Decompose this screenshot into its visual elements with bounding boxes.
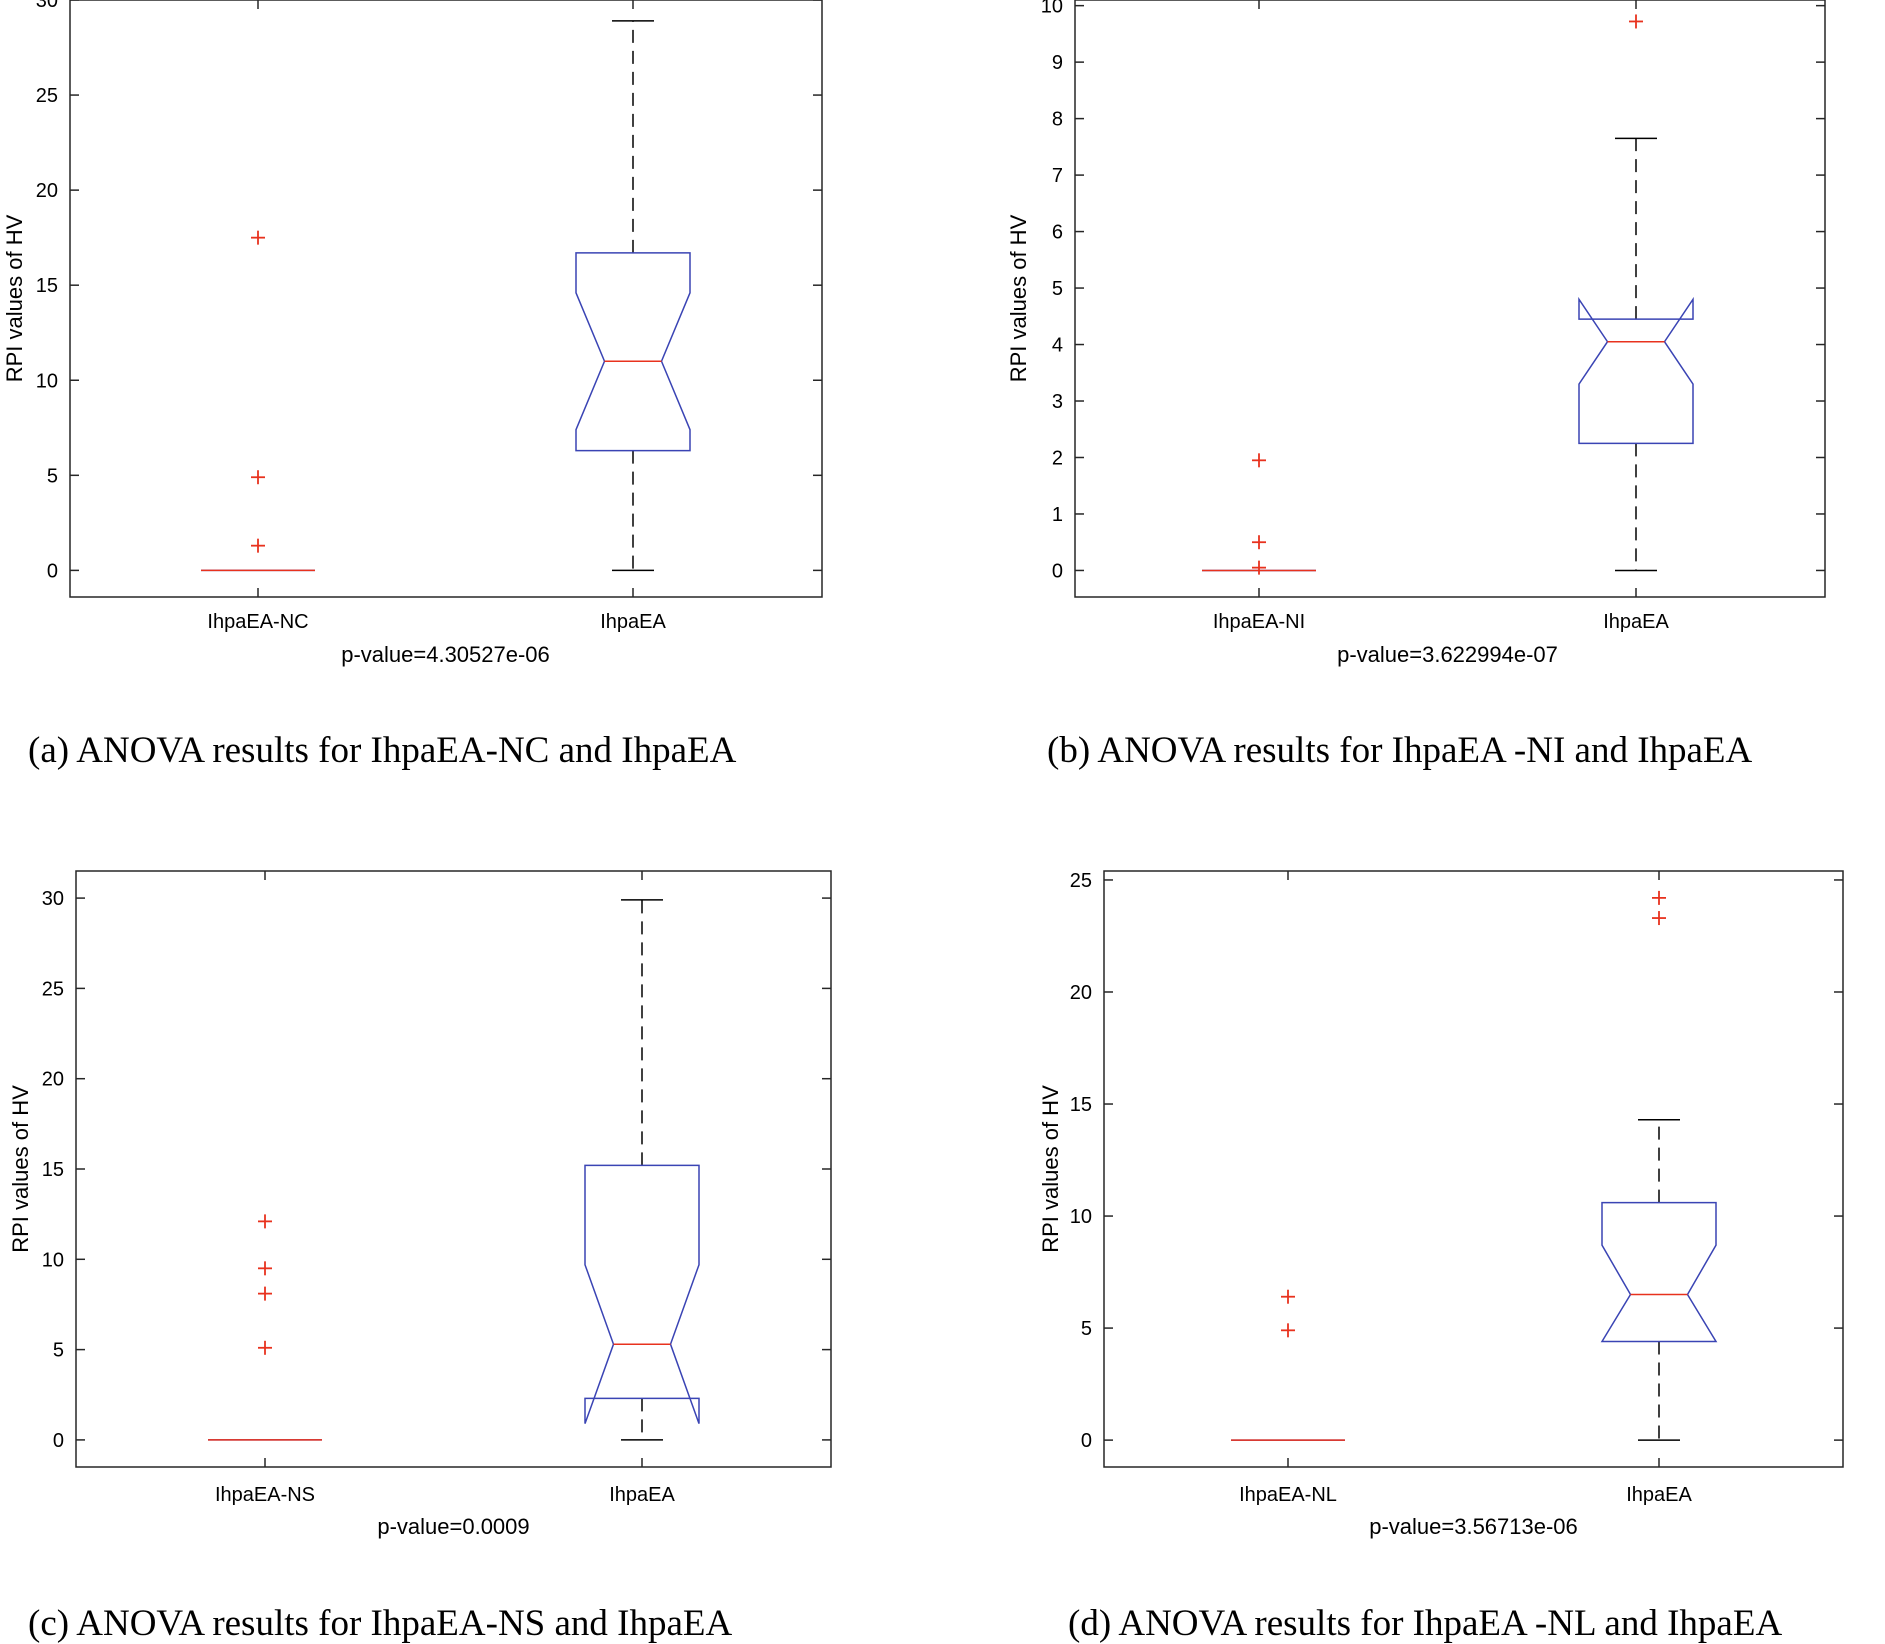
y-tick-label: 25 [36,85,58,107]
outlier-marker [251,538,265,553]
p-value-label: p-value=3.56713e-06 [1369,1514,1578,1539]
box-ihpaea-nc [201,230,315,572]
p-value-label: p-value=3.622994e-07 [1337,642,1558,667]
y-tick-label: 25 [42,978,64,1000]
box-outline [1600,1201,1718,1343]
box-outline [584,1164,700,1424]
x-tick-label: IhpaEA [600,611,666,633]
y-tick-label: 15 [1070,1094,1092,1116]
panel-c: 0 5 10 15 20 25 30 IhpaEA-NS IhpaEA RPI values of… [8,870,832,1644]
y-tick-label: 7 [1052,165,1063,187]
outlier-marker [1281,1289,1295,1304]
y-tick-label: 0 [1052,560,1063,582]
x-tick-label: IhpaEA-NL [1239,1484,1337,1506]
box-ihpaea-ni [1202,453,1316,575]
y-tick-label: 0 [1081,1430,1092,1452]
outlier-marker [1252,453,1266,468]
y-tick-label: 5 [1052,278,1063,300]
p-value-label: p-value=4.30527e-06 [341,642,550,667]
x-tick-label: IhpaEA-NC [207,611,308,633]
p-value-label: p-value=0.0009 [377,1514,529,1539]
subfigure-caption: (a) ANOVA results for IhpaEA-NC and Ihpa… [28,730,737,771]
y-tick-label: 20 [42,1069,64,1091]
y-axis-label: RPI values of HV [1038,1085,1063,1253]
subfigure-caption: (c) ANOVA results for IhpaEA-NS and Ihpa… [28,1603,733,1644]
subfigure-caption: (b) ANOVA results for IhpaEA -NI and Ihp… [1047,730,1753,771]
y-tick-label: 5 [53,1340,64,1362]
outlier-marker [251,230,265,245]
x-tick-label: IhpaEA [609,1484,675,1506]
y-axis-label: RPI values of HV [8,1085,33,1253]
y-tick-label: 2 [1052,447,1063,469]
outlier-marker [258,1214,272,1229]
y-tick-label: 6 [1052,222,1063,244]
panel-b: 0 1 2 3 4 5 6 7 8 9 10 IhpaEA-NI IhpaEA RPI values of… [1006,0,1826,771]
plot-frame [1074,0,1826,598]
y-tick-label: 3 [1052,391,1063,413]
y-tick-label: 0 [53,1430,64,1452]
outlier-marker [258,1340,272,1355]
y-tick-label: 30 [42,888,64,910]
outlier-marker [1252,535,1266,550]
y-tick-label: 10 [1070,1206,1092,1228]
outlier-marker [1629,14,1643,29]
y-tick-label: 1 [1052,504,1063,526]
x-tick-label: IhpaEA-NS [215,1484,315,1506]
x-tick-label: IhpaEA-NI [1213,611,1305,633]
y-tick-label: 5 [1081,1318,1092,1340]
y-tick-label: 10 [42,1249,64,1271]
y-tick-label: 10 [36,370,58,392]
outlier-marker [251,470,265,485]
y-tick-label: 15 [36,275,58,297]
y-tick-label: 4 [1052,335,1063,357]
box-outline [575,252,691,452]
box-ihpaea [1600,890,1718,1441]
y-tick-label: 20 [36,180,58,202]
y-tick-label: 30 [36,0,58,12]
y-tick-label: 8 [1052,109,1063,131]
subfigure-caption: (d) ANOVA results for IhpaEA -NL and Ihp… [1068,1603,1782,1644]
outlier-marker [258,1261,272,1276]
panel-a: 0 5 10 15 20 25 30 IhpaEA-NC IhpaEA RPI values of… [2,0,823,771]
outlier-marker [1652,911,1666,926]
box-ihpaea-nl [1231,1289,1345,1441]
box-ihpaea-ns [208,1214,322,1441]
x-tick-label: IhpaEA [1603,611,1669,633]
outlier-marker [1252,560,1266,575]
box-ihpaea [575,20,691,572]
plot-frame [1103,870,1844,1468]
y-tick-label: 10 [1041,0,1063,18]
box-ihpaea [584,899,700,1441]
box-outline [1578,296,1694,445]
y-tick-label: 9 [1052,52,1063,74]
y-tick-label: 20 [1070,982,1092,1004]
plot-frame [69,0,823,598]
y-tick-label: 15 [42,1159,64,1181]
plot-frame [75,870,832,1468]
outlier-marker [258,1286,272,1301]
outlier-marker [1281,1323,1295,1338]
y-axis-label: RPI values of HV [2,214,27,382]
outlier-marker [1652,890,1666,905]
x-tick-label: IhpaEA [1626,1484,1692,1506]
y-tick-label: 0 [47,560,58,582]
y-tick-label: 5 [47,465,58,487]
box-ihpaea [1578,14,1694,572]
panel-d: 0 5 10 15 20 25 IhpaEA-NL IhpaEA RPI values of H… [1038,870,1844,1644]
y-tick-label: 25 [1070,870,1092,892]
y-axis-label: RPI values of HV [1006,214,1031,382]
